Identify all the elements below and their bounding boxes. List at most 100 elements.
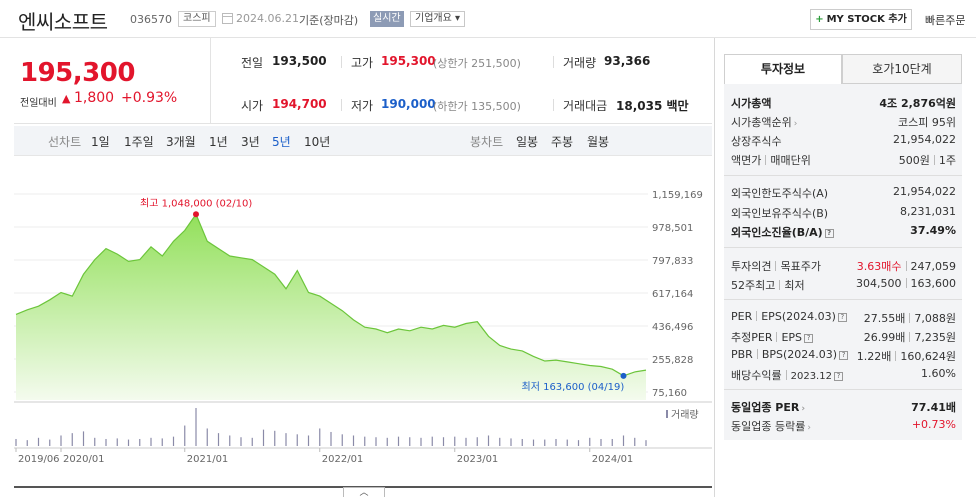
dividend-label: 배당수익률 2023.12? xyxy=(731,367,843,383)
volume-label: 거래량 xyxy=(563,56,597,70)
market-badge: 코스피 xyxy=(178,11,216,27)
period-3m[interactable]: 3개월 xyxy=(166,135,196,149)
price-area xyxy=(16,214,646,400)
stock-header: 엔씨소프트 036570 코스피 2024.06.21 기준(장마감) 실시간 … xyxy=(0,0,976,38)
company-overview-dropdown[interactable]: 기업개요 ▾ xyxy=(410,11,465,27)
candle-daily[interactable]: 일봉 xyxy=(516,135,539,149)
week52-label: 52주최고 최저 xyxy=(731,277,805,293)
volume-bar xyxy=(150,437,152,446)
help-icon[interactable]: ? xyxy=(824,229,834,238)
volume-bar xyxy=(622,435,625,446)
industry-rate-label[interactable]: 동일업종 등락률 › xyxy=(731,418,811,434)
y-tick-label: 255,828 xyxy=(652,355,693,366)
candle-weekly[interactable]: 주봉 xyxy=(551,135,574,149)
foreign-rate-label: 외국인소진율(B/A)? xyxy=(731,224,834,240)
industry-per-label[interactable]: 동일업종 PER › xyxy=(731,399,805,415)
volume-legend-label: 거래량 xyxy=(671,409,699,421)
pbr-bps-label: PBR BPS(2024.03)? xyxy=(731,348,849,361)
eps-period: (2024.03) xyxy=(781,310,836,323)
current-price: 195,300 xyxy=(20,58,135,88)
chart-period-bar xyxy=(14,126,712,156)
price-chart[interactable]: 1,159,169 978,501 797,833 617,164 436,496 255… xyxy=(14,160,712,490)
x-tick-label: 2021/01 xyxy=(187,454,229,465)
low-label: 저가 xyxy=(351,99,374,113)
divider xyxy=(724,175,962,176)
high-point-marker xyxy=(193,211,199,218)
volume-bar xyxy=(454,436,456,446)
volume-bar xyxy=(274,430,276,446)
prev-close-label: 전일 xyxy=(241,56,264,70)
open-value: 194,700 xyxy=(272,97,327,111)
pbr-value: 1.22배 xyxy=(856,350,892,363)
per-label: PER xyxy=(731,310,753,323)
volume-bar xyxy=(589,437,591,446)
up-arrow-icon: ▲ xyxy=(62,92,71,105)
volume-bar xyxy=(172,436,175,446)
period-10y[interactable]: 10년 xyxy=(304,135,331,149)
dividend-value: 1.60% xyxy=(921,367,956,380)
trade-unit-label: 매매단위 xyxy=(770,154,811,167)
divider xyxy=(341,56,342,68)
shares-label: 상장주식수 xyxy=(731,135,782,148)
period-1y[interactable]: 1년 xyxy=(209,135,228,149)
per-eps-value: 27.55배 7,088원 xyxy=(864,310,956,326)
price-panel xyxy=(14,38,712,124)
candle-monthly[interactable]: 월봉 xyxy=(587,135,610,149)
period-1d[interactable]: 1일 xyxy=(91,135,110,149)
low-value: 190,000 xyxy=(381,97,436,111)
volume-bar xyxy=(521,438,523,446)
tab-investment-info[interactable]: 투자정보 xyxy=(724,54,842,84)
volume-bar xyxy=(184,425,186,446)
opinion-value: 3.63매수 xyxy=(856,260,902,273)
week52-low-value: 163,600 xyxy=(910,277,957,290)
market-cap-rank-label[interactable]: 시가총액순위 › xyxy=(731,114,797,130)
volume-bar xyxy=(60,435,62,446)
stock-name[interactable]: 엔씨소프트 xyxy=(18,10,108,34)
volume-bar xyxy=(352,435,355,446)
volume-bar xyxy=(634,437,636,446)
x-tick-label: 2019/06 xyxy=(18,454,60,465)
change-label: 전일대비 xyxy=(20,98,57,109)
divider xyxy=(895,351,897,361)
period-3y[interactable]: 3년 xyxy=(241,135,260,149)
my-stock-add-button[interactable]: + MY STOCK 추가 xyxy=(810,9,912,30)
high-annotation: 최고 1,048,000 (02/10) xyxy=(140,197,252,209)
par-trade-unit-label: 액면가 매매단위 xyxy=(731,152,811,168)
change-percent: +0.93% xyxy=(121,90,178,106)
quote-date: 2024.06.21 xyxy=(236,12,299,25)
tab-order-book-10[interactable]: 호가10단계 xyxy=(842,54,962,84)
bps-value: 160,624원 xyxy=(900,350,956,363)
est-per-label: 추정PER xyxy=(731,331,773,344)
volume-bar xyxy=(330,431,332,446)
volume-bar xyxy=(49,439,51,446)
plus-icon: + xyxy=(815,14,824,25)
chevron-up-icon[interactable]: ︿ xyxy=(343,487,385,497)
help-icon[interactable]: ? xyxy=(839,351,849,360)
help-icon[interactable]: ? xyxy=(837,313,847,322)
volume-bar xyxy=(499,437,501,446)
volume-value: 93,366 xyxy=(604,54,651,68)
week52-high-label: 52주최고 xyxy=(731,279,776,292)
volume-bar xyxy=(251,437,253,446)
chevron-right-icon: › xyxy=(807,423,811,433)
pbr-bps-value: 1.22배 160,624원 xyxy=(857,348,956,364)
shares-value: 21,954,022 xyxy=(893,133,956,146)
quote-basis: 기준(장마감) xyxy=(299,14,359,27)
help-icon[interactable]: ? xyxy=(833,372,843,381)
week52-low-label: 최저 xyxy=(784,279,805,292)
high-label: 고가 xyxy=(351,56,374,70)
volume-bar xyxy=(206,428,208,446)
volume-bar xyxy=(577,440,580,446)
period-1w[interactable]: 1주일 xyxy=(124,135,154,149)
help-icon[interactable]: ? xyxy=(804,334,814,343)
market-cap-rank-value: 코스피 95위 xyxy=(898,116,956,129)
divider xyxy=(210,38,211,124)
volume-bar xyxy=(532,439,535,446)
divider xyxy=(909,332,911,342)
quick-order-link[interactable]: 빠른주문 xyxy=(925,14,966,27)
period-5y[interactable]: 5년 xyxy=(272,135,291,149)
realtime-badge[interactable]: 실시간 xyxy=(370,11,404,27)
pbr-label: PBR xyxy=(731,348,753,361)
divider xyxy=(341,99,342,111)
volume-bar xyxy=(71,433,73,446)
